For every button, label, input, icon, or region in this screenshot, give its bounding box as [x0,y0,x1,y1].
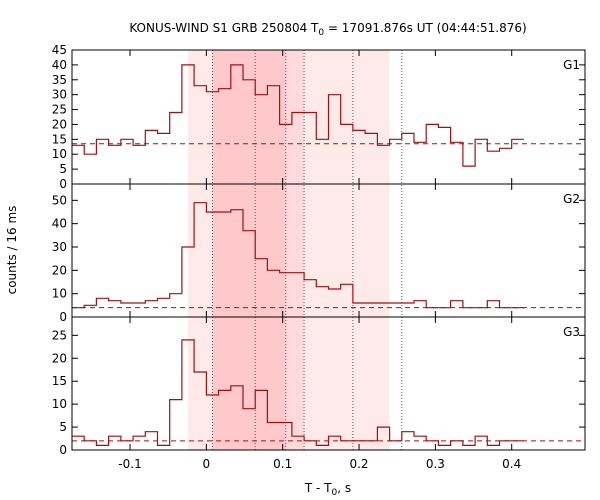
g2-ytick-label-40: 40 [52,217,67,231]
g1-ytick-label-25: 25 [52,103,67,117]
g2-ytick-label-30: 30 [52,240,67,254]
x-axis-title-main: T - T [304,481,332,495]
dotted-time-markers [211,50,403,450]
x-axis-title: T - T0, s [304,481,351,498]
xtick-label-0: -0.1 [118,457,141,471]
chart-title-rest: = 17091.876s UT (04:44:51.876) [324,21,527,35]
g2-panel-label: G2 [563,192,580,206]
g3-light-curve [72,339,524,446]
x-axis-title-sub: 0 [332,488,338,498]
chart-title-main: KONUS-WIND S1 GRB 250804 T [129,21,319,35]
g3-ytick-label-10: 10 [52,397,67,411]
g3-ytick-label-25: 25 [52,328,67,342]
g2-ytick-label-10: 10 [52,287,67,301]
g3-ytick-label-15: 15 [52,374,67,388]
g1-ytick-label-15: 15 [52,132,67,146]
g3-ytick-label-20: 20 [52,351,67,365]
xtick-label-5: 0.4 [502,457,521,471]
g3-ytick-label-0: 0 [59,443,67,457]
g1-ytick-label-20: 20 [52,117,67,131]
g1-ytick-label-35: 35 [52,73,67,87]
xtick-label-4: 0.3 [426,457,445,471]
shaded-intervals [188,50,390,450]
axis-ticks [72,49,585,451]
g1-light-curve [72,64,524,167]
g1-ytick-label-40: 40 [52,58,67,72]
g3-ytick-label-5: 5 [59,420,67,434]
chart-title-sub: 0 [318,28,324,38]
y-axis-title: counts / 16 ms [5,206,19,295]
xtick-label-3: 0.2 [349,457,368,471]
shaded-interval-2 [212,50,286,450]
g3-panel-label: G3 [563,325,580,339]
x-axis-title-rest: , s [337,481,351,495]
xtick-label-2: 0.1 [273,457,292,471]
g2-ytick-label-0: 0 [59,310,67,324]
g1-ytick-label-45: 45 [52,43,67,57]
chart-title: KONUS-WIND S1 GRB 250804 T0 = 17091.876s… [129,21,526,38]
g3-frame [71,316,586,451]
g2-light-curve [72,202,524,309]
g1-panel-label: G1 [563,58,580,72]
g1-ytick-label-5: 5 [59,162,67,176]
g1-ytick-label-10: 10 [52,147,67,161]
g1-ytick-label-0: 0 [59,177,67,191]
panel-frames [71,49,586,451]
g1-ytick-label-30: 30 [52,88,67,102]
light-curves [72,64,524,446]
g2-ytick-label-20: 20 [52,263,67,277]
g2-ytick-label-50: 50 [52,193,67,207]
xtick-label-1: 0 [203,457,211,471]
